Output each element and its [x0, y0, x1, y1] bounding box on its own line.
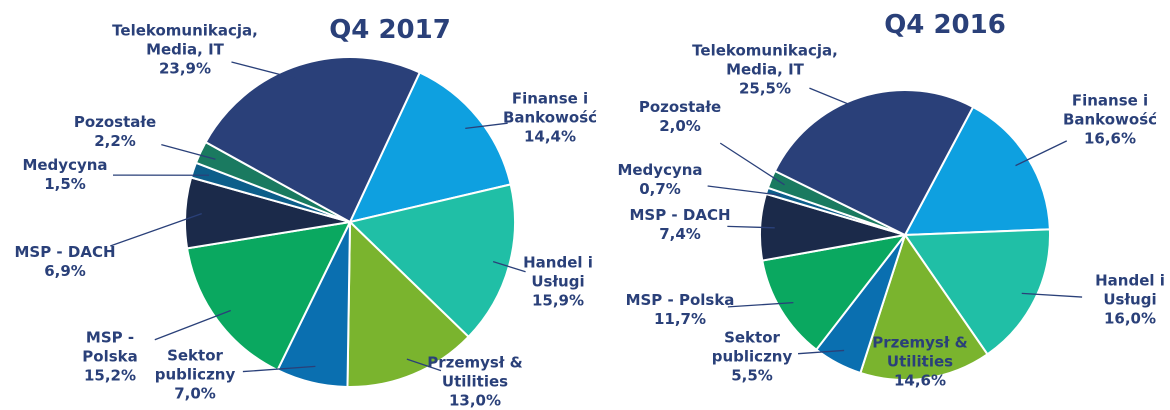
slice-label: Handel i Usługi 16,0% [1085, 272, 1170, 329]
value-label: 16,6% [1083, 129, 1137, 148]
leader-line [154, 309, 231, 341]
leader-line [707, 185, 781, 196]
leader-line [727, 225, 775, 229]
value-label: 5,5% [731, 366, 773, 385]
category-name: Telekomunikacja, Media, IT [692, 41, 838, 79]
slice-label: Medycyna 0,7% [605, 161, 715, 199]
category-name: Pozostałe [73, 113, 157, 131]
value-label: 14,4% [523, 127, 577, 146]
slice-label: Sektor publiczny 7,0% [145, 347, 245, 404]
leader-line [110, 213, 202, 247]
leader-line [231, 61, 305, 82]
pie-slice [903, 228, 1051, 356]
slice-label: MSP - DACH 6,9% [10, 243, 120, 281]
category-name: Finanse i Bankowość [1062, 91, 1158, 129]
slice-label: Sektor publiczny 5,5% [702, 329, 802, 386]
value-label: 15,9% [531, 291, 585, 310]
leader-line [1021, 292, 1083, 298]
pie-slice [346, 219, 470, 388]
slice-label: Pozostałe 2,2% [60, 113, 170, 151]
chart-title: Q4 2016 [884, 10, 1006, 40]
slice-label: Medycyna 1,5% [10, 156, 120, 194]
category-name: Medycyna [22, 156, 108, 174]
category-name: Przemysł & Utilities [427, 353, 523, 391]
value-label: 7,4% [659, 225, 701, 243]
pie-slice [859, 232, 989, 381]
pie-slice [348, 71, 512, 224]
value-label: 2,2% [94, 132, 136, 150]
category-name: Medycyna [617, 161, 703, 179]
value-label: 23,9% [158, 59, 212, 78]
leader-line [406, 358, 442, 372]
pie-slice [773, 89, 975, 237]
category-name: Sektor publiczny [711, 328, 793, 366]
pie-slice [185, 220, 352, 372]
category-name: Pozostałe [638, 98, 722, 116]
chart-title: Q4 2017 [329, 15, 451, 45]
value-label: 7,0% [174, 384, 216, 403]
slice-label: MSP - Polska 15,2% [75, 329, 145, 386]
value-label: 11,7% [653, 310, 707, 328]
pie-slice [903, 105, 1051, 237]
value-label: 0,7% [639, 180, 681, 198]
leader-line [809, 87, 866, 112]
slice-label: Pozostałe 2,0% [625, 98, 735, 136]
leader-line [719, 142, 785, 186]
slice-label: Telekomunikacja, Media, IT 23,9% [100, 22, 270, 79]
slice-label: MSP - DACH 7,4% [620, 206, 740, 244]
leader-line [242, 365, 316, 373]
category-name: MSP - Polska [82, 328, 138, 366]
slice-label: Finanse i Bankowość 14,4% [495, 90, 605, 147]
pie-slice [761, 233, 908, 352]
value-label: 6,9% [44, 262, 86, 280]
slice-label: Handel i Usługi 15,9% [513, 254, 603, 311]
value-label: 14,6% [893, 371, 947, 390]
value-label: 16,0% [1103, 309, 1157, 328]
category-name: Finanse i Bankowość [502, 89, 598, 127]
category-name: Przemysł & Utilities [872, 333, 968, 371]
category-name: MSP - Polska [625, 291, 735, 309]
leader-line [1015, 140, 1068, 167]
leader-line [921, 362, 925, 365]
slice-label: Przemysł & Utilities 14,6% [865, 334, 975, 391]
value-label: 13,0% [448, 391, 502, 410]
category-name: Handel i Usługi [1095, 271, 1165, 309]
slice-label: Finanse i Bankowość 16,6% [1055, 92, 1165, 149]
value-label: 1,5% [44, 175, 86, 193]
leader-line [465, 122, 508, 130]
leader-line [492, 260, 526, 273]
value-label: 25,5% [738, 79, 792, 98]
slice-label: Przemysł & Utilities 13,0% [420, 354, 530, 410]
value-label: 15,2% [83, 366, 137, 385]
slice-label: MSP - Polska 11,7% [620, 291, 740, 329]
category-name: Sektor publiczny [154, 346, 236, 384]
leader-line [161, 143, 216, 160]
leader-line [798, 349, 845, 355]
category-name: MSP - DACH [629, 206, 731, 224]
category-name: Handel i Usługi [523, 253, 593, 291]
category-name: Telekomunikacja, Media, IT [112, 21, 258, 59]
category-name: MSP - DACH [14, 243, 116, 261]
slice-label: Telekomunikacja, Media, IT 25,5% [680, 42, 850, 99]
value-label: 2,0% [659, 117, 701, 135]
leader-line [727, 301, 794, 308]
pie-slice [204, 56, 422, 224]
